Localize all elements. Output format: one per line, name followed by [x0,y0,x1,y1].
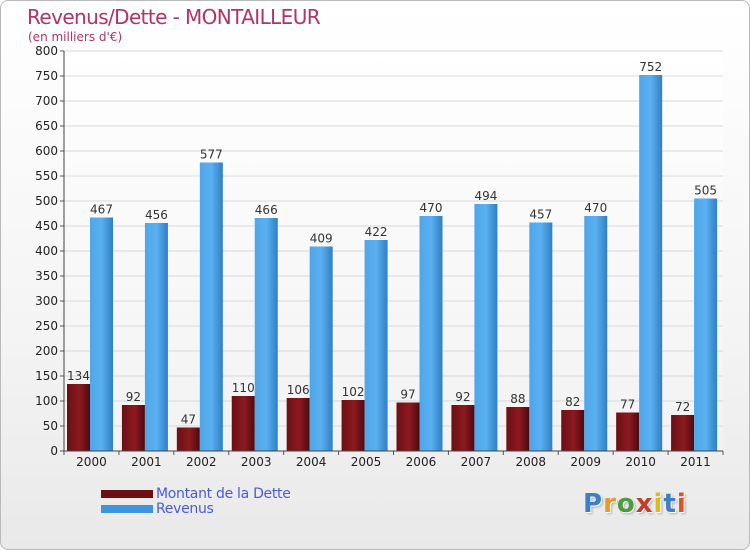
data-label: 134 [67,369,90,383]
logo-letter: r [603,489,617,519]
y-tick-label: 400 [35,244,58,258]
data-label: 457 [529,208,552,222]
data-label: 102 [342,385,365,399]
bar-dette [176,427,200,451]
data-label: 505 [694,184,717,198]
x-tick-label: 2010 [625,455,656,469]
bar-revenus [474,204,498,451]
bar-revenus [199,162,223,451]
x-tick-label: 2007 [461,455,492,469]
bar-revenus [584,216,608,451]
data-label: 106 [287,383,310,397]
x-tick-label: 2003 [241,455,272,469]
bar-revenus [309,246,333,451]
y-tick-label: 700 [35,94,58,108]
legend-item-dette: Montant de la Dette [101,486,401,503]
y-tick-label: 800 [35,44,58,58]
bar-dette [451,405,475,451]
data-label: 92 [126,390,141,404]
y-tick-label: 0 [50,444,58,458]
x-tick-label: 2011 [680,455,711,469]
chart-title: Revenus/Dette - MONTAILLEUR [27,5,321,29]
proxiti-logo: Proxiti [583,489,687,519]
x-tick-label: 2004 [296,455,327,469]
data-label: 72 [675,400,690,414]
x-tick-label: 2000 [76,455,107,469]
bar-revenus [639,75,663,451]
legend-item-revenus: Revenus [101,501,401,518]
legend-swatch-revenus [101,505,153,513]
data-label: 92 [455,390,470,404]
bar-dette [506,407,530,451]
data-label: 470 [584,201,607,215]
chart-subtitle: (en milliers d'€) [28,30,123,44]
y-tick-label: 250 [35,319,58,333]
y-tick-label: 150 [35,369,58,383]
logo-letter: i [653,489,664,519]
data-label: 494 [474,189,497,203]
bar-revenus [419,216,443,451]
bar-dette [121,405,145,451]
x-tick-label: 2009 [570,455,601,469]
logo-letter: t [663,489,677,519]
data-label: 456 [145,208,168,222]
logo-letter: o [616,489,636,519]
bar-dette [396,402,420,451]
data-label: 47 [181,413,196,427]
logo-letter: i [676,489,687,519]
data-label: 466 [255,203,278,217]
bar-dette [67,384,90,451]
data-label: 110 [232,381,255,395]
data-label: 577 [200,148,223,162]
y-tick-label: 350 [35,269,58,283]
y-tick-label: 500 [35,194,58,208]
y-tick-label: 50 [43,419,58,433]
legend-label-dette: Montant de la Dette [156,486,291,502]
legend-swatch-dette [101,490,153,498]
logo-letter: P [583,489,604,519]
bar-revenus [364,240,388,451]
x-tick-label: 2006 [406,455,437,469]
data-label: 467 [90,203,113,217]
logo-letter: x [635,489,654,519]
x-tick-label: 2008 [516,455,547,469]
bar-dette [231,396,255,451]
y-tick-label: 100 [35,394,58,408]
y-tick-label: 650 [35,119,58,133]
data-label: 82 [565,395,580,409]
data-label: 77 [620,398,635,412]
y-tick-label: 200 [35,344,58,358]
bar-revenus [694,198,718,451]
bar-revenus [529,222,553,451]
x-tick-label: 2001 [131,455,162,469]
y-tick-label: 600 [35,144,58,158]
data-label: 470 [420,201,443,215]
y-tick-label: 750 [35,69,58,83]
bar-dette [561,410,585,451]
y-tick-label: 300 [35,294,58,308]
data-label: 752 [639,60,662,74]
bar-revenus [144,223,168,451]
bar-dette [286,398,310,451]
y-tick-label: 550 [35,169,58,183]
y-tick-label: 450 [35,219,58,233]
bar-dette [616,412,640,451]
data-label: 409 [310,232,333,246]
x-tick-label: 2002 [186,455,217,469]
legend-label-revenus: Revenus [156,501,214,517]
data-label: 422 [365,225,388,239]
data-label: 88 [510,392,525,406]
data-label: 97 [400,388,415,402]
bar-dette [341,400,365,451]
bar-dette [671,415,695,451]
bar-revenus [90,217,113,451]
bar-revenus [254,218,278,451]
x-tick-label: 2005 [351,455,382,469]
